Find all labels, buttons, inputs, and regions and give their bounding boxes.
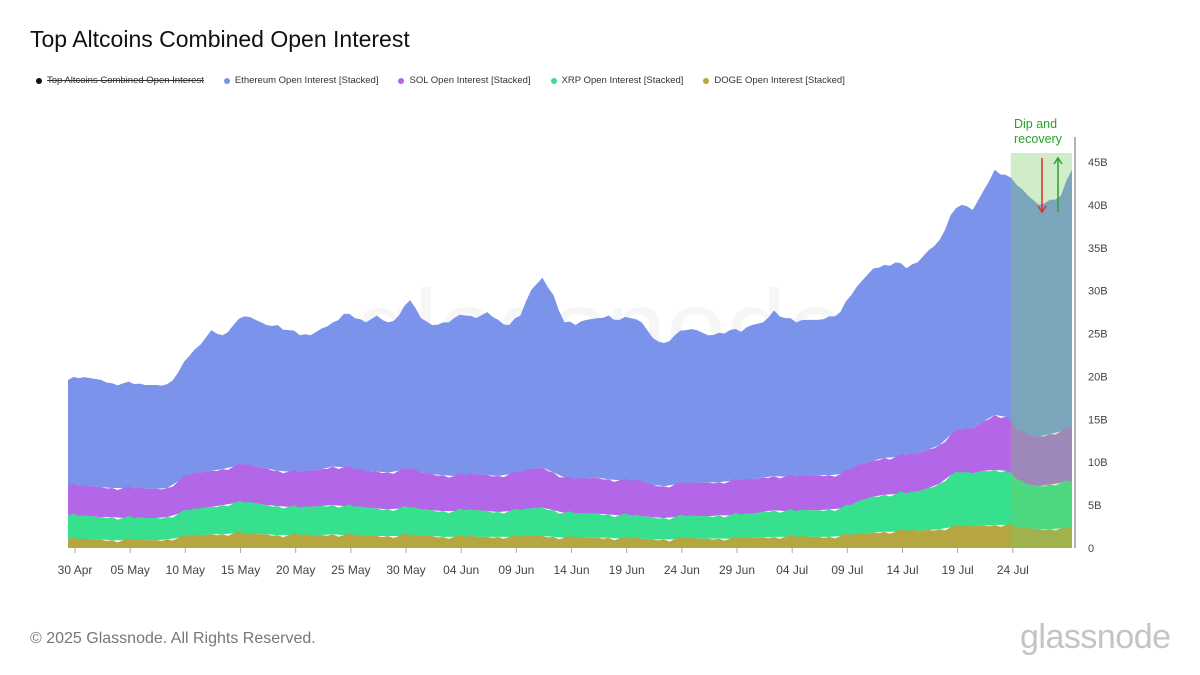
y-tick-label: 40B: [1088, 200, 1108, 212]
legend-dot: [36, 77, 42, 84]
legend-dot: [550, 77, 557, 84]
x-tick-label: 25 May: [331, 563, 370, 577]
y-tick-label: 0: [1088, 543, 1094, 555]
x-tick-label: 10 May: [166, 563, 205, 577]
legend-dot: [223, 77, 230, 84]
area-xrp: [68, 469, 1072, 541]
x-tick-label: 04 Jul: [776, 563, 808, 577]
x-tick-label: 05 May: [111, 563, 150, 577]
x-tick-label: 19 Jun: [609, 563, 645, 577]
x-tick-label: 29 Jun: [719, 563, 755, 577]
legend-label: XRP Open Interest [Stacked]: [561, 75, 684, 86]
annotation-line2: recovery: [1014, 132, 1063, 146]
y-tick-label: 25B: [1088, 329, 1108, 341]
legend-item-ethereum[interactable]: Ethereum Open Interest [Stacked]: [223, 75, 379, 86]
y-tick-label: 20B: [1088, 371, 1108, 383]
annotation-line1: Dip and: [1014, 117, 1057, 131]
x-tick-label: 19 Jul: [942, 563, 974, 577]
y-tick-label: 45B: [1088, 157, 1108, 169]
legend-item-combined[interactable]: Top Altcoins Combined Open Interest: [36, 75, 204, 86]
legend-dot: [398, 77, 405, 84]
x-tick-label: 14 Jul: [886, 563, 918, 577]
x-ticks: 30 Apr 05 May 10 May 15 May 20 May 25 May 30 M…: [58, 548, 1029, 577]
area-sol: [68, 415, 1072, 518]
y-tick-label: 35B: [1088, 243, 1108, 255]
legend-item-sol[interactable]: SOL Open Interest [Stacked]: [398, 75, 531, 86]
x-tick-label: 09 Jul: [831, 563, 863, 577]
highlight-region: [1010, 153, 1072, 548]
area-ethereum: [68, 169, 1072, 489]
x-tick-label: 24 Jul: [997, 563, 1029, 577]
legend-label: SOL Open Interest [Stacked]: [409, 75, 531, 86]
x-tick-label: 30 Apr: [58, 563, 93, 577]
x-tick-label: 24 Jun: [664, 563, 700, 577]
glassnode-logo: glassnode: [1020, 618, 1171, 656]
legend-item-doge[interactable]: DOGE Open Interest [Stacked]: [703, 75, 845, 86]
legend: Top Altcoins Combined Open Interest Ethe…: [36, 75, 845, 86]
y-ticks: 0 5B 10B 15B 20B 25B 30B 35B 40B 45B: [1088, 157, 1108, 555]
down-arrow-icon: [1037, 158, 1047, 214]
up-arrow-icon: [1053, 156, 1063, 212]
legend-item-xrp[interactable]: XRP Open Interest [Stacked]: [550, 75, 684, 86]
x-tick-label: 09 Jun: [498, 563, 534, 577]
copyright: © 2025 Glassnode. All Rights Reserved.: [30, 630, 316, 647]
x-tick-label: 04 Jun: [443, 563, 479, 577]
x-tick-label: 30 May: [386, 563, 425, 577]
legend-label: Ethereum Open Interest [Stacked]: [234, 75, 379, 86]
area-doge: [68, 524, 1072, 548]
area-layers: [68, 169, 1072, 548]
y-tick-label: 30B: [1088, 286, 1108, 298]
legend-dot: [703, 77, 710, 84]
legend-label: Top Altcoins Combined Open Interest: [47, 75, 204, 86]
y-tick-label: 10B: [1088, 457, 1108, 469]
y-tick-label: 5B: [1088, 500, 1101, 512]
x-tick-label: 14 Jun: [554, 563, 590, 577]
x-tick-label: 20 May: [276, 563, 315, 577]
x-tick-label: 15 May: [221, 563, 260, 577]
y-tick-label: 15B: [1088, 414, 1108, 426]
chart-title: Top Altcoins Combined Open Interest: [30, 26, 410, 52]
legend-label: DOGE Open Interest [Stacked]: [714, 75, 845, 86]
